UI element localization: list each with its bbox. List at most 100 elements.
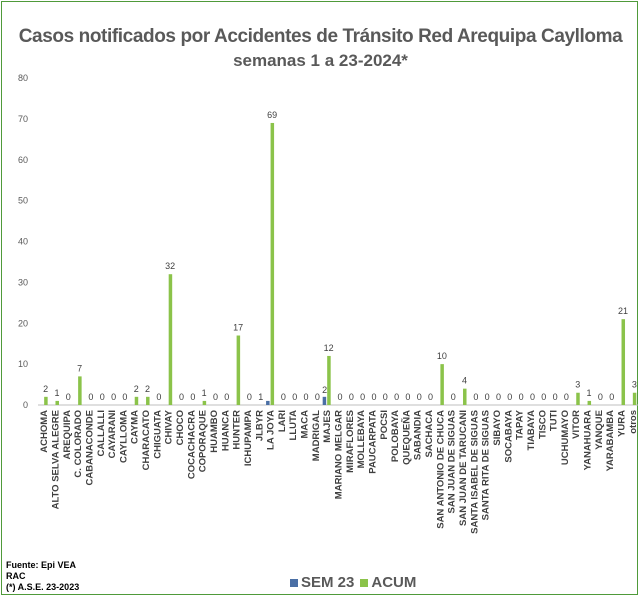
data-label: 0 [66, 392, 71, 402]
data-label: 0 [564, 392, 569, 402]
x-tick-label: MACA [300, 410, 311, 439]
data-label: 0 [405, 392, 410, 402]
data-label: 0 [428, 392, 433, 402]
x-tick-label: SIBAYO [492, 410, 503, 446]
x-tick-label: VITOR [571, 410, 582, 439]
data-label: 0 [224, 392, 229, 402]
data-label: 7 [77, 363, 82, 373]
x-tick-label: SAN JUAN DE SIGUAS [447, 410, 458, 513]
x-tick-label: YARABAMBA [605, 410, 616, 472]
bar-acum [44, 396, 48, 405]
bar-sem23 [322, 396, 327, 405]
x-tick-label: MADRIGAL [311, 410, 322, 461]
data-label: 1 [54, 388, 59, 398]
x-tick-label: CAYARANI [107, 410, 118, 458]
data-label: 1 [258, 392, 263, 402]
legend: SEM 23 ACUM [290, 574, 422, 591]
x-tick-label: CHIGUATA [152, 410, 163, 459]
data-label: 10 [437, 351, 447, 361]
x-tick-label: COCACHACRA [186, 410, 197, 479]
x-tick-label: MAJES [322, 410, 333, 443]
legend-swatch [290, 579, 298, 588]
data-label: 0 [496, 392, 501, 402]
x-tick-label: TUTI [549, 410, 560, 431]
x-tick-label: POCSI [379, 410, 390, 440]
x-tick-label: YANAHUARA [583, 410, 594, 470]
bar-acum [587, 400, 592, 405]
data-label: 0 [88, 392, 93, 402]
x-tick-label: LLUTA [288, 410, 299, 441]
x-tick-label: LA JOYA [266, 410, 277, 450]
x-tick-label: JLBYR [254, 410, 265, 441]
legend-label: SEM 23 [301, 574, 355, 591]
bar-acum [576, 392, 580, 405]
bar-acum [134, 396, 139, 405]
x-tick-label: SAN ANTONIO DE CHUCA [435, 410, 446, 529]
x-tick-label: MARIANO MELGAR [334, 410, 345, 499]
bar-acum [146, 396, 150, 405]
source-line-1: Fuente: Epi VEA [6, 560, 77, 570]
chart-title: Casos notificados por Accidentes de Trán… [18, 26, 623, 47]
x-tick-label: C. COLORADO [73, 410, 84, 478]
data-label: 2 [145, 384, 150, 394]
x-tick-label: SACHACA [424, 410, 435, 458]
data-label: 0 [519, 392, 524, 402]
data-label: 0 [190, 392, 195, 402]
x-tick-label: LARI [277, 410, 288, 432]
x-tick-label: SABANDIA [413, 410, 424, 460]
bar-acum [327, 355, 331, 405]
legend-item: SEM 23 [290, 574, 354, 591]
data-label: 32 [165, 261, 175, 271]
data-label: 0 [304, 392, 309, 402]
data-label: 2 [43, 384, 48, 394]
data-label: 3 [632, 380, 637, 390]
x-tick-label: SAN JUAN DE TARUCANI [458, 410, 469, 526]
x-tick-label: CHOCO [175, 410, 186, 445]
legend-label: ACUM [371, 574, 417, 591]
x-tick-label: HUANCA [220, 410, 231, 451]
y-tick-label: 40 [18, 237, 28, 247]
bar-acum [78, 376, 82, 405]
data-label: 0 [337, 392, 342, 402]
y-tick-label: 60 [18, 155, 28, 165]
bar-acum [236, 335, 241, 405]
y-tick-label: 70 [18, 114, 28, 124]
x-tick-label: SANTA ISABEL DE SIGUAS [469, 410, 480, 534]
x-tick-label: ALTO SELVA ALEGRE [50, 410, 61, 509]
x-tick-label: UCHUMAYO [560, 410, 571, 465]
data-label: 0 [292, 392, 297, 402]
data-label: 0 [609, 392, 614, 402]
source-note: Fuente: Epi VEA RAC (*) A.S.E. 23-2023 [6, 560, 79, 593]
bar-acum [440, 364, 444, 405]
x-tick-label: TIABAYA [526, 410, 537, 451]
chart-subtitle: semanas 1 a 23-2024* [233, 51, 408, 70]
bar-acum [621, 319, 626, 405]
data-label: 0 [371, 392, 376, 402]
bar-acum [463, 388, 467, 405]
x-tick-label: YANQUE [594, 410, 605, 450]
data-label: 0 [485, 392, 490, 402]
data-label: 0 [417, 392, 422, 402]
x-tick-label: CHIVAY [164, 409, 175, 444]
data-label: 1 [587, 388, 592, 398]
data-label: 0 [122, 392, 127, 402]
data-label: 0 [349, 392, 354, 402]
x-tick-label: COPORAQUE [198, 410, 209, 472]
x-tick-label: SANTA RITA DE SIGUAS [481, 410, 492, 520]
bar-acum [55, 400, 59, 405]
data-label: 0 [598, 392, 603, 402]
data-label: 0 [111, 392, 116, 402]
y-tick-label: 30 [18, 277, 28, 287]
x-tick-label: YURA [617, 410, 628, 437]
y-tick-label: 80 [18, 73, 28, 83]
data-label: 0 [315, 392, 320, 402]
x-tick-label: MIRAFLORES [345, 410, 356, 473]
x-tick-label: ACHOMA [39, 410, 50, 453]
data-label: 4 [462, 376, 467, 386]
source-line-2: RAC [6, 571, 26, 581]
bar-acum [168, 274, 173, 405]
legend-swatch [360, 579, 369, 588]
x-tick-label: otros [628, 410, 639, 434]
